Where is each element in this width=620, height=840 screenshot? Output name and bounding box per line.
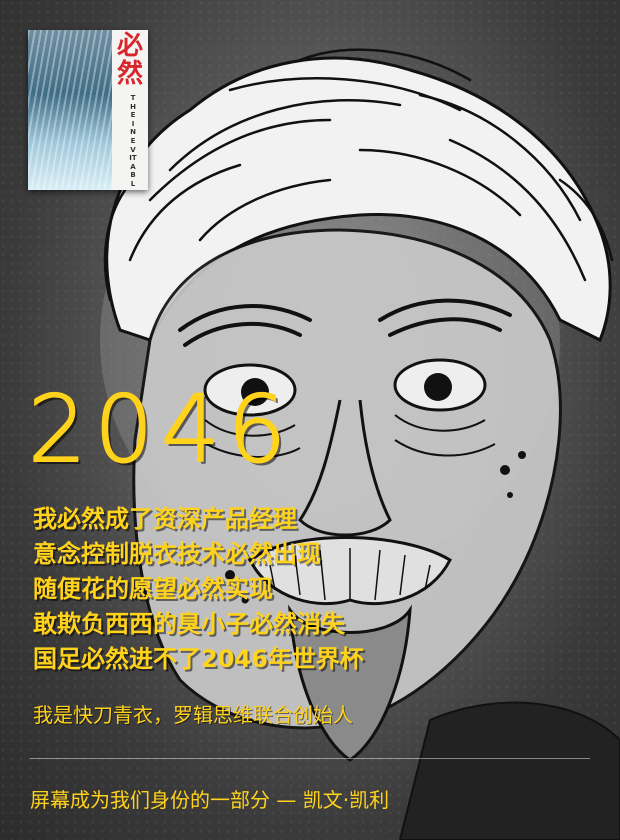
- book-subtitle: THE INEVITABLE: [129, 94, 137, 190]
- headline-year: 2046: [27, 376, 295, 483]
- book-cover-art: [28, 30, 112, 190]
- prediction-item: 意念控制脱衣技术必然出现: [33, 540, 321, 568]
- book-title: 必然: [116, 31, 143, 89]
- attribution-quote: 屏幕成为我们身份的一部分 — 凯文·凯利: [30, 788, 390, 812]
- book-cover: 必然 THE INEVITABLE: [28, 30, 148, 190]
- prediction-item: 敢欺负西西的臭小子必然消失: [33, 610, 345, 638]
- prediction-item: 国足必然进不了2046年世界杯: [33, 645, 364, 673]
- author-introduction: 我是快刀青衣，罗辑思维联合创始人: [33, 703, 353, 727]
- prediction-list: 我必然成了资深产品经理 意念控制脱衣技术必然出现 随便花的愿望必然实现 敢欺负西…: [33, 502, 364, 677]
- prediction-item: 我必然成了资深产品经理: [33, 505, 297, 533]
- prediction-item: 随便花的愿望必然实现: [33, 575, 273, 603]
- divider: [30, 758, 590, 759]
